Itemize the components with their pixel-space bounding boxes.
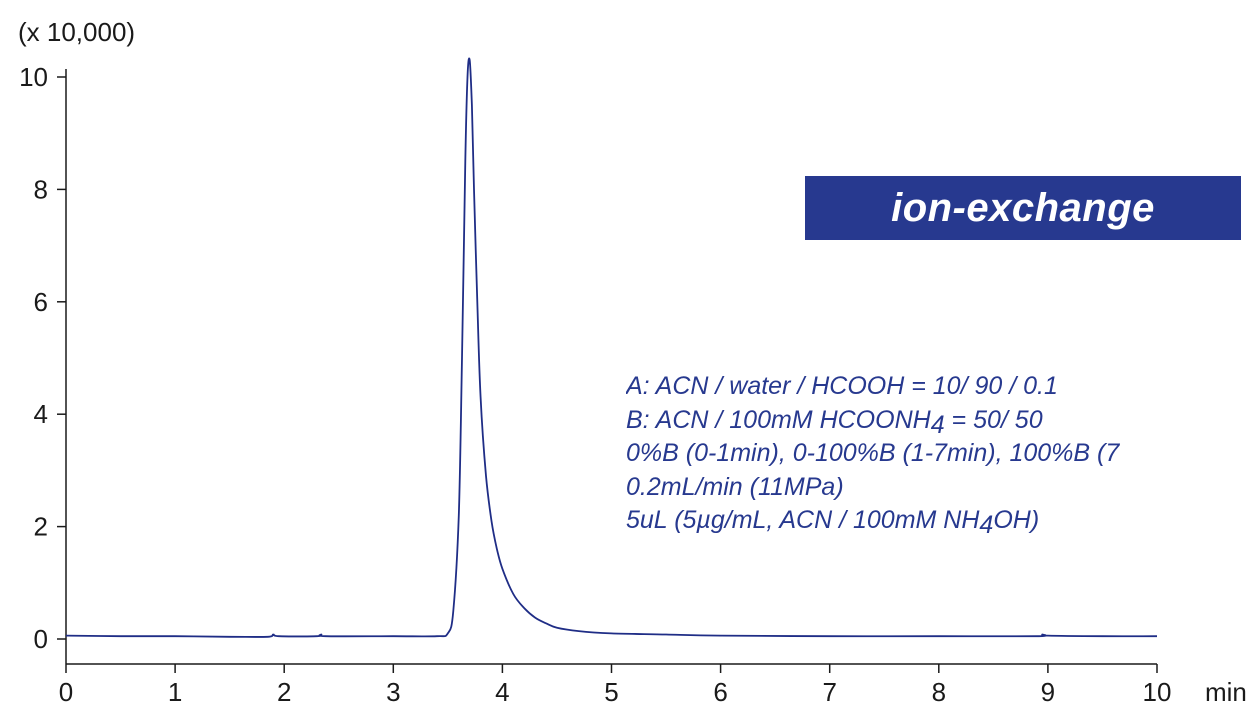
mobile-phase-b-subscript: 4 — [930, 410, 945, 439]
injection: 5uL (5µg/mL, ACN / 100mM NH4OH) — [626, 504, 1258, 538]
separation-mode-label: ion-exchange — [891, 185, 1155, 230]
y-tick-label: 6 — [34, 287, 48, 317]
injection-subscript: 4 — [979, 511, 994, 538]
conditions-block: A: ACN / water / HCOOH = 10/ 90 / 0.1 B:… — [626, 370, 1258, 538]
y-tick-label: 2 — [34, 512, 48, 542]
y-scale-label: (x 10,000) — [18, 17, 135, 47]
x-tick-label: 6 — [713, 677, 727, 707]
gradient-program: 0%B (0-1min), 0-100%B (1-7min), 100%B (7 — [626, 439, 1120, 467]
chart-axes — [65, 69, 1157, 665]
mobile-phase-b-ratio: = 50/ 50 — [944, 405, 1043, 434]
injection-suffix: OH) — [993, 506, 1040, 534]
mobile-phase-a: A: ACN / water / HCOOH = 10/ 90 / 0.1 — [626, 372, 1058, 400]
x-tick-label: 10 — [1143, 677, 1172, 707]
x-axis-label: min — [1205, 677, 1247, 707]
y-tick-label: 0 — [34, 624, 48, 654]
x-tick-label: 3 — [386, 677, 400, 707]
flow-rate: 0.2mL/min (11MPa) — [626, 472, 844, 501]
x-tick-label: 4 — [495, 677, 509, 707]
chart-series — [65, 57, 1158, 638]
x-tick-label: 7 — [822, 677, 836, 707]
x-tick-label: 5 — [604, 677, 618, 707]
x-tick-label: 8 — [932, 677, 946, 707]
x-tick-label: 2 — [277, 677, 291, 707]
separation-mode-banner: ion-exchange — [805, 176, 1241, 240]
x-tick-label: 0 — [59, 677, 73, 707]
injection-text: 5uL (5µg/mL, ACN / 100mM NH — [626, 506, 980, 534]
y-tick-label: 4 — [34, 399, 48, 429]
mobile-phase-b-text: B: ACN / 100mM HCOONH — [626, 405, 931, 434]
chart-ticks: 0 1 2 3 4 5 6 7 8 9 10 0 2 4 6 8 10 — [19, 62, 1171, 707]
x-tick-label: 9 — [1041, 677, 1055, 707]
mobile-phase-b: B: ACN / 100mM HCOONH4 = 50/ 50 — [626, 404, 1258, 438]
x-tick-label: 1 — [168, 677, 182, 707]
y-tick-label: 8 — [34, 174, 48, 204]
chromatogram-trace — [65, 57, 1158, 638]
y-tick-label: 10 — [19, 62, 48, 92]
